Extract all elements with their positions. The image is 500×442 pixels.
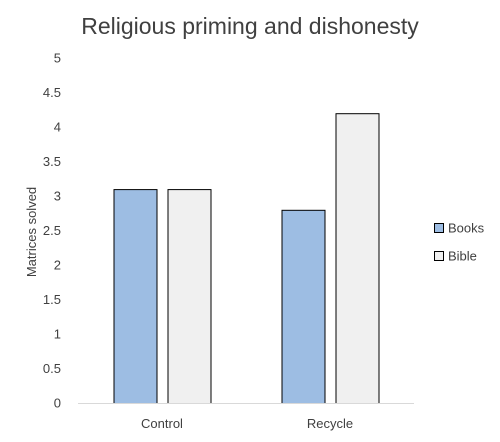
y-tick-label: 4: [54, 120, 61, 135]
bar-bible-recycle: [335, 113, 380, 404]
y-tick-label: 2.5: [43, 223, 61, 238]
x-axis-ticks: Control Recycle: [141, 416, 353, 431]
legend-label-bible: Bible: [448, 249, 477, 264]
bar-books-recycle: [281, 209, 326, 404]
y-tick-label: 0: [54, 396, 61, 411]
y-tick-label: 4.5: [43, 85, 61, 100]
y-axis-ticks: 0 0.5 1 1.5 2 2.5 3 3.5 4 4.5 5: [43, 51, 61, 411]
legend: Books Bible: [434, 221, 485, 264]
legend-label-books: Books: [448, 221, 485, 236]
legend-swatch-bible: [434, 251, 444, 261]
y-tick-label: 1: [54, 327, 61, 342]
y-tick-label: 3.5: [43, 154, 61, 169]
y-tick-label: 3: [54, 189, 61, 204]
bar-bible-control: [167, 189, 212, 404]
y-tick-label: 2: [54, 258, 61, 273]
bar-books-control: [113, 189, 158, 404]
y-tick-label: 0.5: [43, 361, 61, 376]
y-axis-title: Matrices solved: [24, 187, 39, 277]
y-tick-label: 1.5: [43, 292, 61, 307]
legend-swatch-books: [434, 223, 444, 233]
bars: [113, 113, 380, 404]
x-tick-label-recycle: Recycle: [307, 416, 353, 431]
chart-title: Religious priming and dishonesty: [81, 13, 419, 39]
x-tick-label-control: Control: [141, 416, 183, 431]
y-tick-label: 5: [54, 51, 61, 66]
